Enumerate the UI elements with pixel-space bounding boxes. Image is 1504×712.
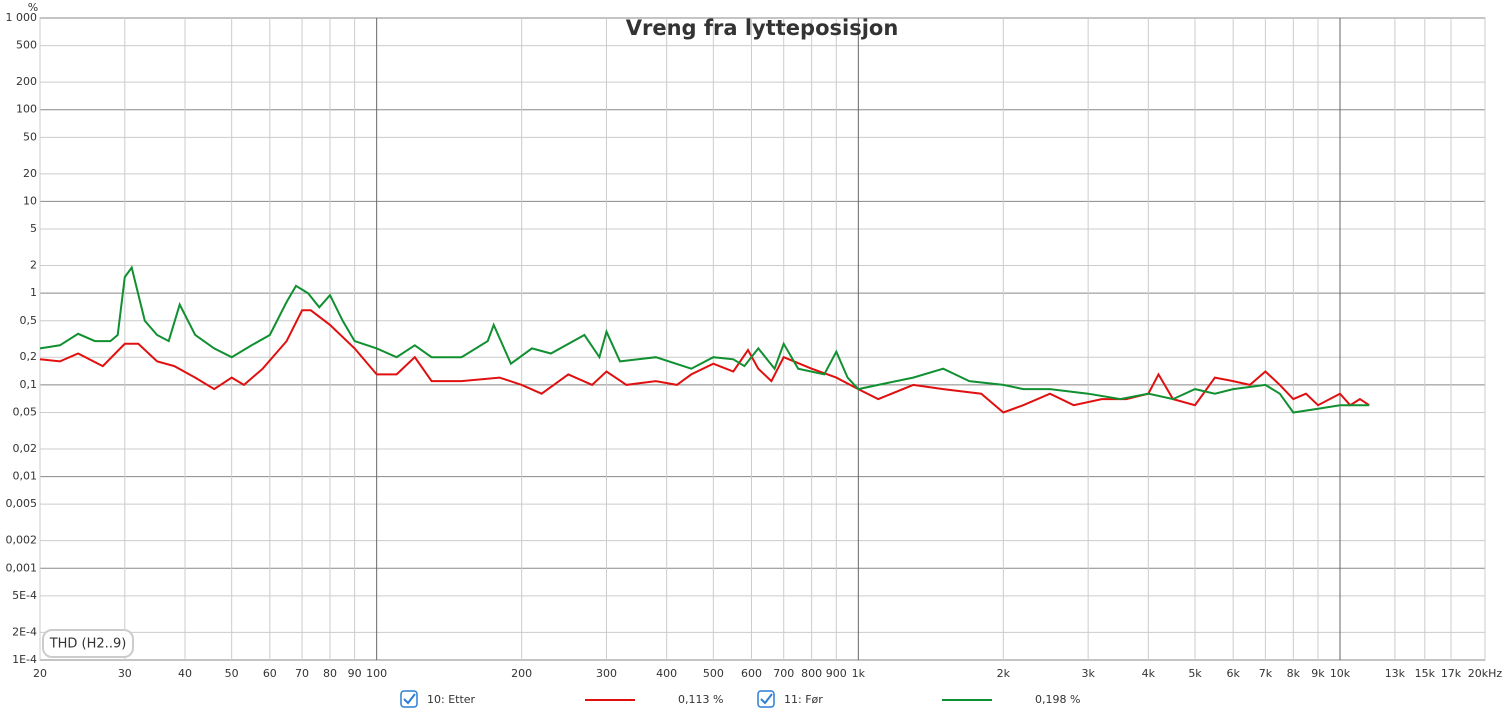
y-tick-label: 500 <box>16 39 37 52</box>
x-tick-label: 800 <box>801 667 822 680</box>
checkmark <box>403 693 416 705</box>
y-tick-label: 5 <box>30 222 37 235</box>
annotation-box <box>42 629 134 658</box>
x-tick-label: 10k <box>1330 667 1351 680</box>
y-tick-label: 0,05 <box>13 405 38 418</box>
y-tick-label: 2E-4 <box>12 625 37 638</box>
y-unit: % <box>28 1 38 14</box>
annotation: THD (H2..9) <box>49 637 127 652</box>
x-tick-label: 7k <box>1259 667 1273 680</box>
x-tick-label: 30 <box>118 667 132 680</box>
x-tick-label: 100 <box>366 667 387 680</box>
x-tick-label: 2k <box>997 667 1011 680</box>
x-tick-label: 15k <box>1415 667 1436 680</box>
x-tick-label: 200 <box>511 667 532 680</box>
legend: 10: Etter 0,113 % 11: Før 0,198 % <box>400 690 1080 708</box>
tick-labels: 1 000 500 200 100 50 20 10 5 2 1 0,5 0,2 0,1 0,05 0,02… <box>6 11 1503 680</box>
x-tick-label: 9k <box>1311 667 1325 680</box>
y-tick-label: 100 <box>16 103 37 116</box>
y-tick-label: 200 <box>16 75 37 88</box>
x-tick-label: 5k <box>1188 667 1202 680</box>
x-tick-label: 80 <box>323 667 337 680</box>
legend-label: 11: Før <box>784 693 823 706</box>
y-tick-label: 5E-4 <box>12 589 37 602</box>
x-tick-label: 70 <box>295 667 309 680</box>
x-tick-label: 400 <box>656 667 677 680</box>
legend-value: 0,113 % <box>678 693 723 706</box>
legend-checkbox[interactable] <box>400 690 418 708</box>
y-tick-label: 2 <box>30 259 37 272</box>
x-tick-label: 700 <box>773 667 794 680</box>
x-tick-label: 300 <box>596 667 617 680</box>
y-tick-label: 20 <box>23 167 37 180</box>
x-tick-label: 17k <box>1441 667 1462 680</box>
x-tick-label: 600 <box>741 667 762 680</box>
y-tick-label: 0,2 <box>20 350 38 363</box>
chart-title: Vreng fra lytteposisjon <box>626 16 899 40</box>
y-tick-label: 0,002 <box>6 534 38 547</box>
x-tick-label: 40 <box>178 667 192 680</box>
grid <box>39 17 1486 661</box>
x-tick-label: 20kHz <box>1468 667 1503 680</box>
y-tick-label: 1E-4 <box>12 653 37 666</box>
y-tick-label: 0,01 <box>13 470 38 483</box>
y-tick-label: 1 <box>30 286 37 299</box>
x-tick-label: 90 <box>348 667 362 680</box>
y-tick-label: 0,1 <box>20 378 38 391</box>
y-tick-label: 0,001 <box>6 561 38 574</box>
x-tick-label: 900 <box>826 667 847 680</box>
legend-label: 10: Etter <box>427 693 476 706</box>
x-tick-label: 8k <box>1287 667 1301 680</box>
x-tick-label: 1k <box>852 667 866 680</box>
legend-value: 0,198 % <box>1035 693 1080 706</box>
y-tick-label: 0,02 <box>13 442 38 455</box>
x-tick-label: 13k <box>1385 667 1406 680</box>
x-tick-label: 50 <box>225 667 239 680</box>
series-line <box>39 309 1370 414</box>
x-tick-label: 20 <box>33 667 47 680</box>
y-tick-label: 10 <box>23 194 37 207</box>
x-tick-label: 6k <box>1226 667 1240 680</box>
y-tick-label: 0,5 <box>20 314 38 327</box>
checkmark <box>760 693 773 705</box>
series-line <box>39 265 1370 414</box>
x-tick-label: 500 <box>703 667 724 680</box>
y-tick-label: 1 000 <box>6 11 38 24</box>
x-tick-label: 3k <box>1081 667 1095 680</box>
plot-lines <box>39 265 1370 414</box>
plot-area <box>39 17 1486 661</box>
x-tick-label: 4k <box>1142 667 1156 680</box>
y-tick-label: 50 <box>23 130 37 143</box>
x-tick-label: 60 <box>263 667 277 680</box>
legend-checkbox[interactable] <box>757 690 775 708</box>
y-tick-label: 0,005 <box>6 497 38 510</box>
